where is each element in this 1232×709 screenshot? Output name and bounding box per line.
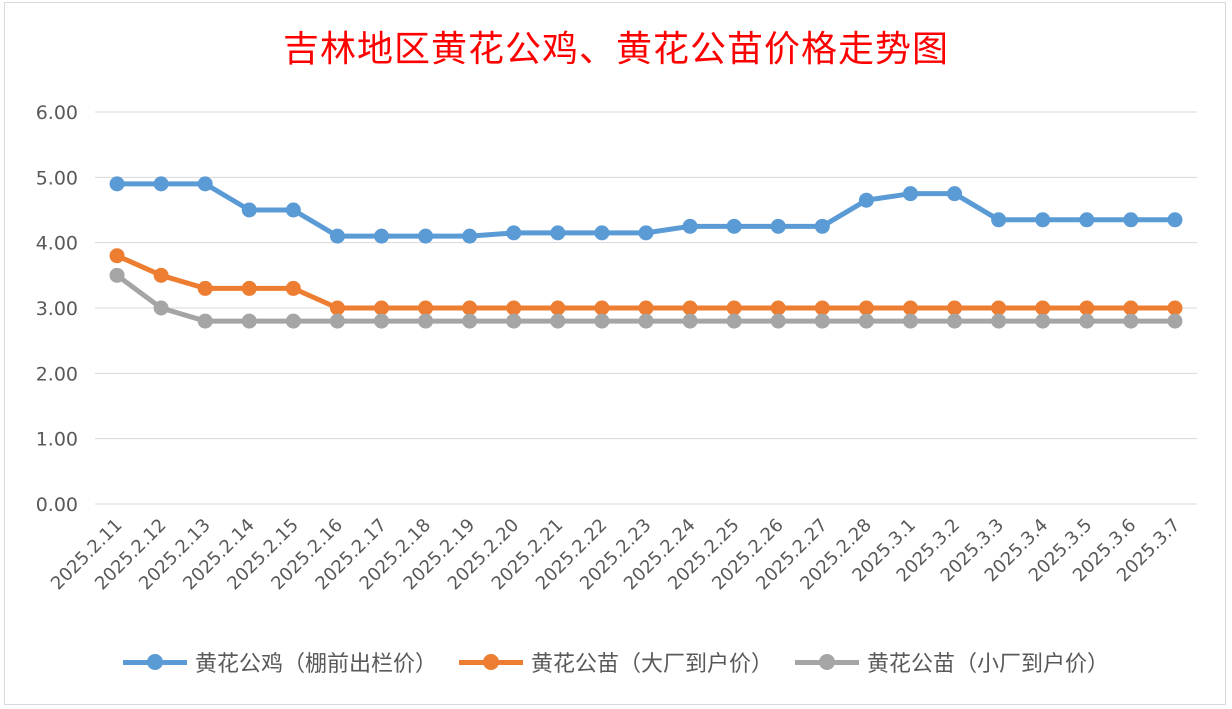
data-point-series-2 [1167, 313, 1183, 329]
data-point-series-2 [991, 313, 1007, 329]
y-tick-label: 2.00 [36, 363, 78, 385]
data-point-series-0 [902, 186, 918, 202]
data-point-series-2 [947, 313, 963, 329]
data-point-series-1 [682, 300, 698, 316]
data-point-series-1 [947, 300, 963, 316]
legend-label-chick-large: 黄花公苗（大厂到户价） [530, 652, 773, 677]
data-point-series-0 [374, 228, 390, 244]
data-point-series-2 [770, 313, 786, 329]
data-point-series-1 [902, 300, 918, 316]
data-point-series-1 [1035, 300, 1051, 316]
y-tick-label: 6.00 [36, 102, 78, 124]
data-point-series-2 [550, 313, 566, 329]
data-point-series-1 [550, 300, 566, 316]
data-point-series-2 [902, 313, 918, 329]
chart-legend: 黄花公鸡（棚前出栏价） 黄花公苗（大厂到户价） 黄花公苗（小厂到户价） [0, 646, 1232, 678]
legend-marker-rooster [122, 652, 187, 672]
legend-item-chick-small: 黄花公苗（小厂到户价） [795, 646, 1109, 678]
data-point-series-1 [814, 300, 830, 316]
chart-title: 吉林地区黄花公鸡、黄花公苗价格走势图 [282, 29, 949, 70]
data-point-series-1 [197, 280, 213, 296]
data-point-series-0 [947, 186, 963, 202]
data-point-series-2 [329, 313, 345, 329]
data-point-series-0 [814, 218, 830, 234]
data-point-series-1 [153, 267, 169, 283]
legend-item-chick-large: 黄花公苗（大厂到户价） [458, 646, 773, 678]
data-point-series-0 [285, 202, 301, 218]
legend-label-chick-small: 黄花公苗（小厂到户价） [867, 652, 1110, 677]
data-point-series-2 [858, 313, 874, 329]
data-point-series-2 [726, 313, 742, 329]
data-point-series-1 [1167, 300, 1183, 316]
data-point-series-1 [638, 300, 654, 316]
data-point-series-0 [638, 225, 654, 241]
data-point-series-1 [241, 280, 257, 296]
data-point-series-2 [153, 300, 169, 316]
data-point-series-2 [285, 313, 301, 329]
data-point-series-1 [991, 300, 1007, 316]
legend-marker-chick-large [458, 652, 523, 672]
legend-item-rooster: 黄花公鸡（棚前出栏价） [122, 646, 437, 678]
data-point-series-1 [1123, 300, 1139, 316]
data-point-series-0 [1123, 212, 1139, 228]
data-point-series-0 [462, 228, 478, 244]
series-line-1 [114, 253, 1178, 311]
data-point-series-0 [109, 176, 125, 192]
data-point-series-1 [285, 280, 301, 296]
data-point-series-0 [506, 225, 522, 241]
data-point-series-0 [594, 225, 610, 241]
data-point-series-0 [550, 225, 566, 241]
data-point-series-0 [1167, 212, 1183, 228]
data-point-series-0 [682, 218, 698, 234]
data-point-series-2 [594, 313, 610, 329]
data-point-series-1 [594, 300, 610, 316]
data-point-series-0 [991, 212, 1007, 228]
data-point-series-2 [814, 313, 830, 329]
data-point-series-0 [770, 218, 786, 234]
data-point-series-2 [1035, 313, 1051, 329]
data-point-series-2 [1123, 313, 1139, 329]
data-point-series-2 [197, 313, 213, 329]
legend-label-rooster: 黄花公鸡（棚前出栏价） [194, 652, 437, 677]
data-point-series-0 [1035, 212, 1051, 228]
data-point-series-2 [241, 313, 257, 329]
data-point-series-0 [1079, 212, 1095, 228]
y-tick-label: 5.00 [36, 167, 78, 189]
data-point-series-1 [858, 300, 874, 316]
y-tick-label: 1.00 [36, 429, 78, 451]
data-point-series-1 [418, 300, 434, 316]
data-point-series-0 [418, 228, 434, 244]
data-point-series-2 [638, 313, 654, 329]
y-tick-label: 4.00 [36, 233, 78, 255]
data-point-series-2 [374, 313, 390, 329]
data-point-series-2 [682, 313, 698, 329]
data-point-series-2 [418, 313, 434, 329]
data-point-series-0 [858, 192, 874, 208]
data-point-series-1 [329, 300, 345, 316]
data-point-series-2 [506, 313, 522, 329]
data-point-series-0 [153, 176, 169, 192]
data-point-series-0 [241, 202, 257, 218]
data-point-series-1 [1079, 300, 1095, 316]
data-point-series-0 [197, 176, 213, 192]
data-point-series-1 [726, 300, 742, 316]
data-point-series-1 [770, 300, 786, 316]
data-point-series-2 [109, 267, 125, 283]
data-point-series-2 [1079, 313, 1095, 329]
data-point-series-1 [109, 248, 125, 264]
data-point-series-2 [462, 313, 478, 329]
y-tick-label: 3.00 [36, 298, 78, 320]
data-point-series-1 [374, 300, 390, 316]
data-point-series-0 [726, 218, 742, 234]
data-point-series-1 [462, 300, 478, 316]
legend-marker-chick-small [795, 652, 859, 672]
y-tick-label: 0.00 [36, 494, 78, 516]
data-point-series-1 [506, 300, 522, 316]
data-point-series-0 [329, 228, 345, 244]
chart-frame [4, 2, 1226, 705]
